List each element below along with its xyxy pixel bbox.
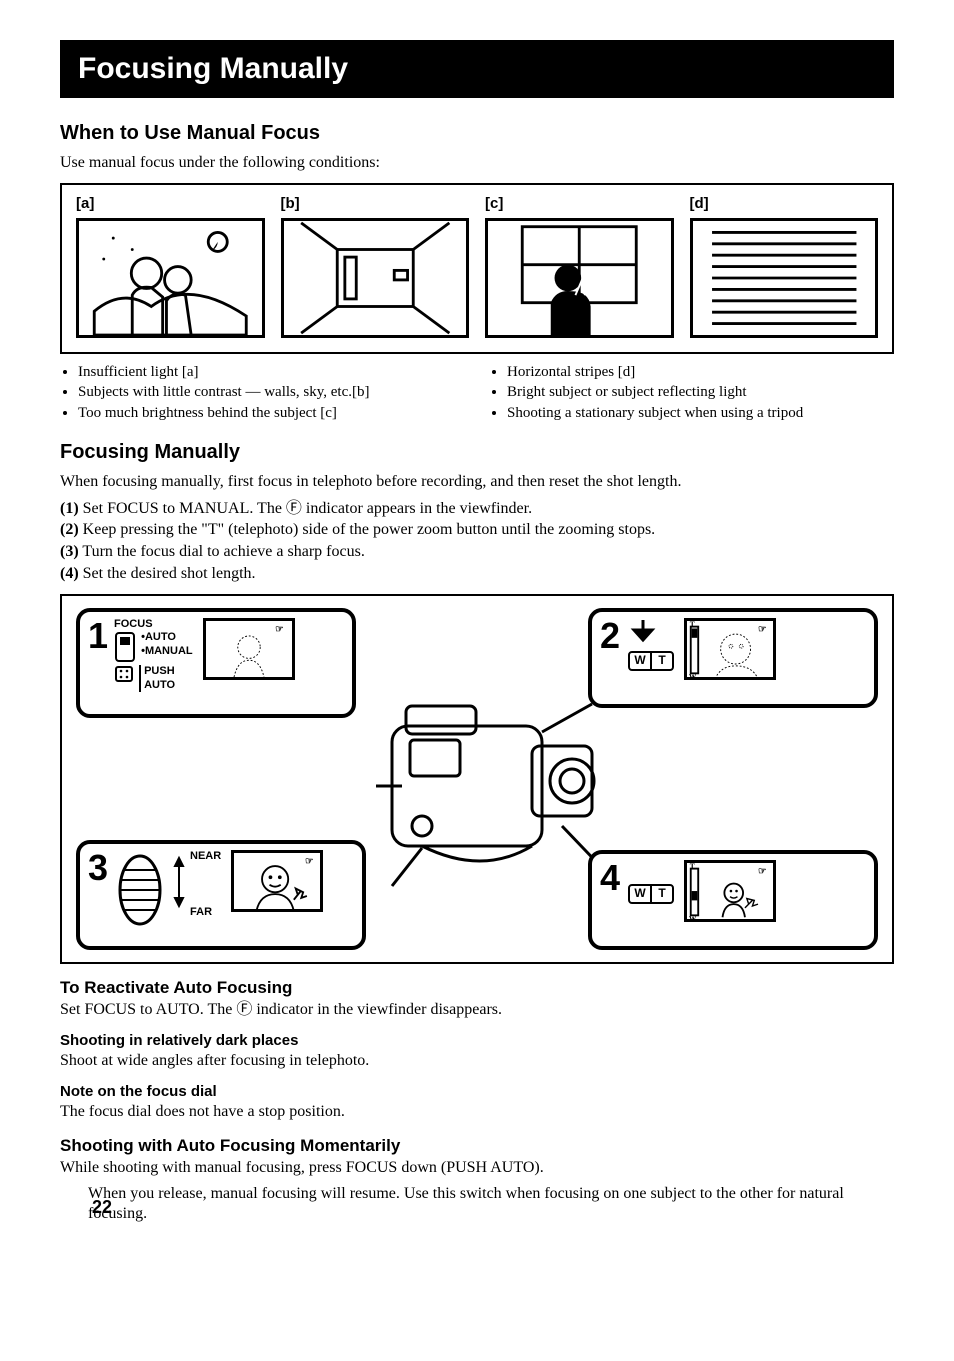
push-label: PUSH — [144, 665, 175, 677]
label-b: [b] — [281, 195, 470, 212]
page-number: 22 — [92, 1197, 112, 1218]
step-num: (3) — [60, 543, 79, 560]
viewfinder-2: T W ☞ — [684, 618, 776, 680]
focus-diagram: 1 FOCUS •AUTO •MANUAL PUSH AUTO ☞ — [60, 594, 894, 964]
t-label: T — [652, 886, 672, 902]
conditions-box: [a] [b] — [60, 183, 894, 354]
callout-num-1: 1 — [88, 618, 108, 654]
step-num: (1) — [60, 500, 79, 517]
step-num: (4) — [60, 565, 79, 582]
svg-text:☞: ☞ — [758, 867, 766, 877]
manual-label: •MANUAL — [141, 645, 193, 657]
far-label: FAR — [190, 906, 212, 918]
heading-reactivate: To Reactivate Auto Focusing — [60, 978, 894, 998]
focus-dial-icon — [116, 850, 166, 930]
viewfinder-3: ☞ — [231, 850, 323, 912]
svg-text:☞: ☞ — [758, 625, 766, 635]
callout-num-4: 4 — [600, 860, 620, 896]
callout-3: 3 NEAR FAR ☞ — [76, 840, 366, 950]
label-a: [a] — [76, 195, 265, 212]
near-label: NEAR — [190, 850, 221, 862]
fm-intro: When focusing manually, first focus in t… — [60, 472, 894, 492]
bullet: Shooting a stationary subject when using… — [507, 403, 894, 423]
viewfinder-1: ☞ — [203, 618, 295, 680]
page-title: Focusing Manually — [78, 52, 876, 86]
svg-text:☞: ☞ — [275, 625, 283, 635]
svg-text:T: T — [690, 863, 695, 871]
camcorder-illustration — [362, 676, 622, 896]
focus-label: FOCUS — [114, 618, 153, 630]
conditions-bullets: Insufficient light [a] Subjects with lit… — [60, 362, 894, 423]
step-text: Turn the focus dial to achieve a sharp f… — [82, 543, 364, 560]
heading-dark-places: Shooting in relatively dark places — [60, 1032, 894, 1049]
title-bar: Focusing Manually — [60, 40, 894, 98]
callout-num-2: 2 — [600, 618, 620, 654]
label-d: [d] — [690, 195, 879, 212]
callout-2: 2 WT T W ☞ — [588, 608, 878, 708]
steps-list: (1) Set FOCUS to MANUAL. The Ⓕ indicator… — [60, 498, 894, 584]
bullet: Insufficient light [a] — [78, 362, 465, 382]
heading-focus-dial-note: Note on the focus dial — [60, 1083, 894, 1100]
bullet: Subjects with little contrast — walls, s… — [78, 382, 465, 402]
viewfinder-4: T W ☞ — [684, 860, 776, 922]
w-label: W — [630, 653, 652, 669]
svg-text:☞: ☞ — [305, 857, 313, 867]
thumb-d — [690, 218, 879, 338]
w-label: W — [630, 886, 652, 902]
thumb-b — [281, 218, 470, 338]
callout-1: 1 FOCUS •AUTO •MANUAL PUSH AUTO ☞ — [76, 608, 356, 718]
svg-text:W: W — [689, 914, 697, 921]
auto-label: •AUTO — [141, 631, 176, 643]
thumb-a — [76, 218, 265, 338]
text-focus-dial-note: The focus dial does not have a stop posi… — [60, 1102, 894, 1122]
intro-conditions: Use manual focus under the following con… — [60, 153, 894, 173]
heading-auto-momentarily: Shooting with Auto Focusing Momentarily — [60, 1136, 894, 1156]
callout-num-3: 3 — [88, 850, 108, 886]
svg-text:W: W — [689, 672, 697, 679]
heading-focusing-manually: Focusing Manually — [60, 441, 894, 464]
callout-4: 4 WT T W ☞ — [588, 850, 878, 950]
thumb-c — [485, 218, 674, 338]
step-text: Set FOCUS to MANUAL. The Ⓕ indicator app… — [83, 500, 532, 517]
text-reactivate: Set FOCUS to AUTO. The Ⓕ indicator in th… — [60, 1000, 894, 1020]
step-num: (2) — [60, 521, 79, 538]
text-auto-momentarily-2: When you release, manual focusing will r… — [88, 1184, 894, 1224]
label-c: [c] — [485, 195, 674, 212]
bullet: Too much brightness behind the subject [… — [78, 403, 465, 423]
heading-when-to-use: When to Use Manual Focus — [60, 122, 894, 145]
t-label: T — [652, 653, 672, 669]
arrow-down-icon — [628, 618, 658, 644]
bullet: Horizontal stripes [d] — [507, 362, 894, 382]
step-text: Set the desired shot length. — [83, 565, 256, 582]
text-dark-places: Shoot at wide angles after focusing in t… — [60, 1051, 894, 1071]
pushauto-label: AUTO — [144, 679, 175, 691]
text-auto-momentarily-1: While shooting with manual focusing, pre… — [60, 1158, 894, 1178]
step-text: Keep pressing the "T" (telephoto) side o… — [83, 521, 656, 538]
svg-text:T: T — [690, 621, 695, 629]
bullet: Bright subject or subject reflecting lig… — [507, 382, 894, 402]
